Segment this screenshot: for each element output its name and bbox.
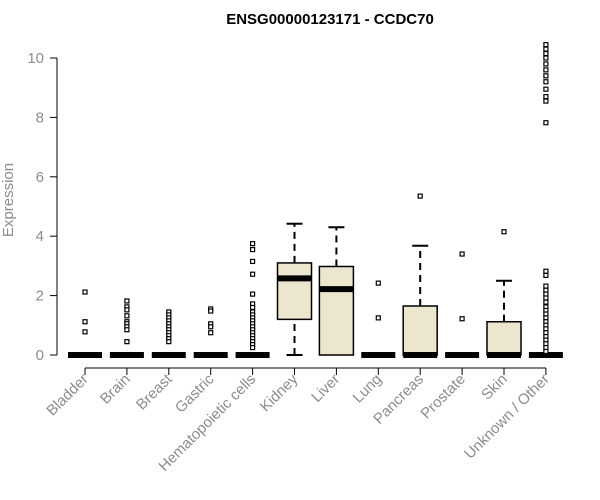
outlier-point (543, 348, 549, 355)
box-unknown-other (528, 42, 563, 358)
box-hematopoietic-cells (235, 241, 270, 358)
outlier-point (459, 251, 465, 257)
y-tick-label: 6 (36, 169, 44, 186)
y-tick-label: 8 (36, 109, 44, 126)
outlier-point (543, 79, 549, 85)
outlier-point (543, 42, 549, 48)
outlier-point (124, 313, 130, 319)
outlier-point (543, 120, 549, 126)
outlier-point (543, 268, 549, 274)
box-liver (318, 226, 355, 356)
outlier-point (543, 272, 549, 279)
outlier-point (82, 319, 88, 325)
outlier-point (250, 344, 256, 351)
y-axis: 0 2 4 6 8 10 (27, 50, 58, 364)
x-tick-label: Brain (97, 371, 134, 408)
box-kidney (276, 222, 313, 356)
outlier-point (543, 73, 549, 79)
outlier-point (543, 67, 549, 73)
outlier-point (543, 283, 549, 289)
x-tick-label: Bladder (43, 371, 92, 420)
outlier-point (375, 280, 381, 286)
outlier-point (543, 94, 549, 100)
y-axis-label: Expression (0, 163, 17, 237)
y-tick-label: 4 (36, 228, 44, 245)
outlier-point (250, 246, 256, 253)
outlier-point (375, 315, 381, 321)
boxes-group (68, 42, 563, 358)
box-prostate (445, 251, 480, 358)
x-tick-label: Skin (478, 371, 511, 404)
outlier-point (124, 339, 130, 345)
box-iqr (402, 305, 438, 356)
outlier-point (543, 61, 549, 67)
outlier-point (543, 46, 549, 52)
outlier-point (250, 271, 256, 277)
box-lung (361, 280, 396, 358)
outlier-point (417, 193, 423, 199)
outlier-point (208, 308, 214, 314)
outlier-point (459, 316, 465, 322)
outlier-point (543, 98, 549, 104)
outlier-point (82, 289, 88, 295)
outlier-point (543, 86, 549, 92)
box-iqr (486, 320, 522, 356)
outlier-point (543, 299, 549, 305)
outlier-point (250, 258, 256, 265)
box-iqr (318, 265, 355, 356)
box-gastric (193, 306, 228, 358)
box-breast (151, 309, 186, 358)
y-tick-label: 10 (27, 50, 44, 67)
box-pancreas (402, 193, 438, 358)
y-tick-label: 2 (36, 288, 44, 305)
x-tick-label: Prostate (417, 371, 469, 423)
box-skin (486, 229, 522, 358)
outlier-point (166, 339, 172, 345)
outlier-point (250, 241, 256, 247)
outlier-point (543, 295, 549, 301)
x-tick-label: Lung (350, 371, 386, 407)
outlier-point (250, 291, 256, 297)
chart-title: ENSG00000123171 - CCDC70 (226, 11, 434, 28)
outlier-point (543, 50, 549, 57)
outlier-point (124, 298, 130, 304)
outlier-point (208, 324, 214, 330)
outlier-point (501, 229, 507, 235)
x-tick-label: Kidney (257, 370, 302, 415)
box-iqr (276, 262, 313, 321)
outlier-point (82, 329, 88, 335)
outlier-point (124, 307, 130, 313)
x-tick-label: Liver (308, 371, 343, 406)
x-tick-label: Breast (133, 370, 176, 413)
box-brain (109, 298, 144, 358)
y-tick-label: 0 (36, 347, 44, 364)
outlier-point (124, 327, 130, 333)
box-bladder (68, 289, 102, 358)
outlier-point (543, 55, 549, 61)
outlier-point (208, 330, 214, 336)
outlier-point (250, 304, 256, 311)
